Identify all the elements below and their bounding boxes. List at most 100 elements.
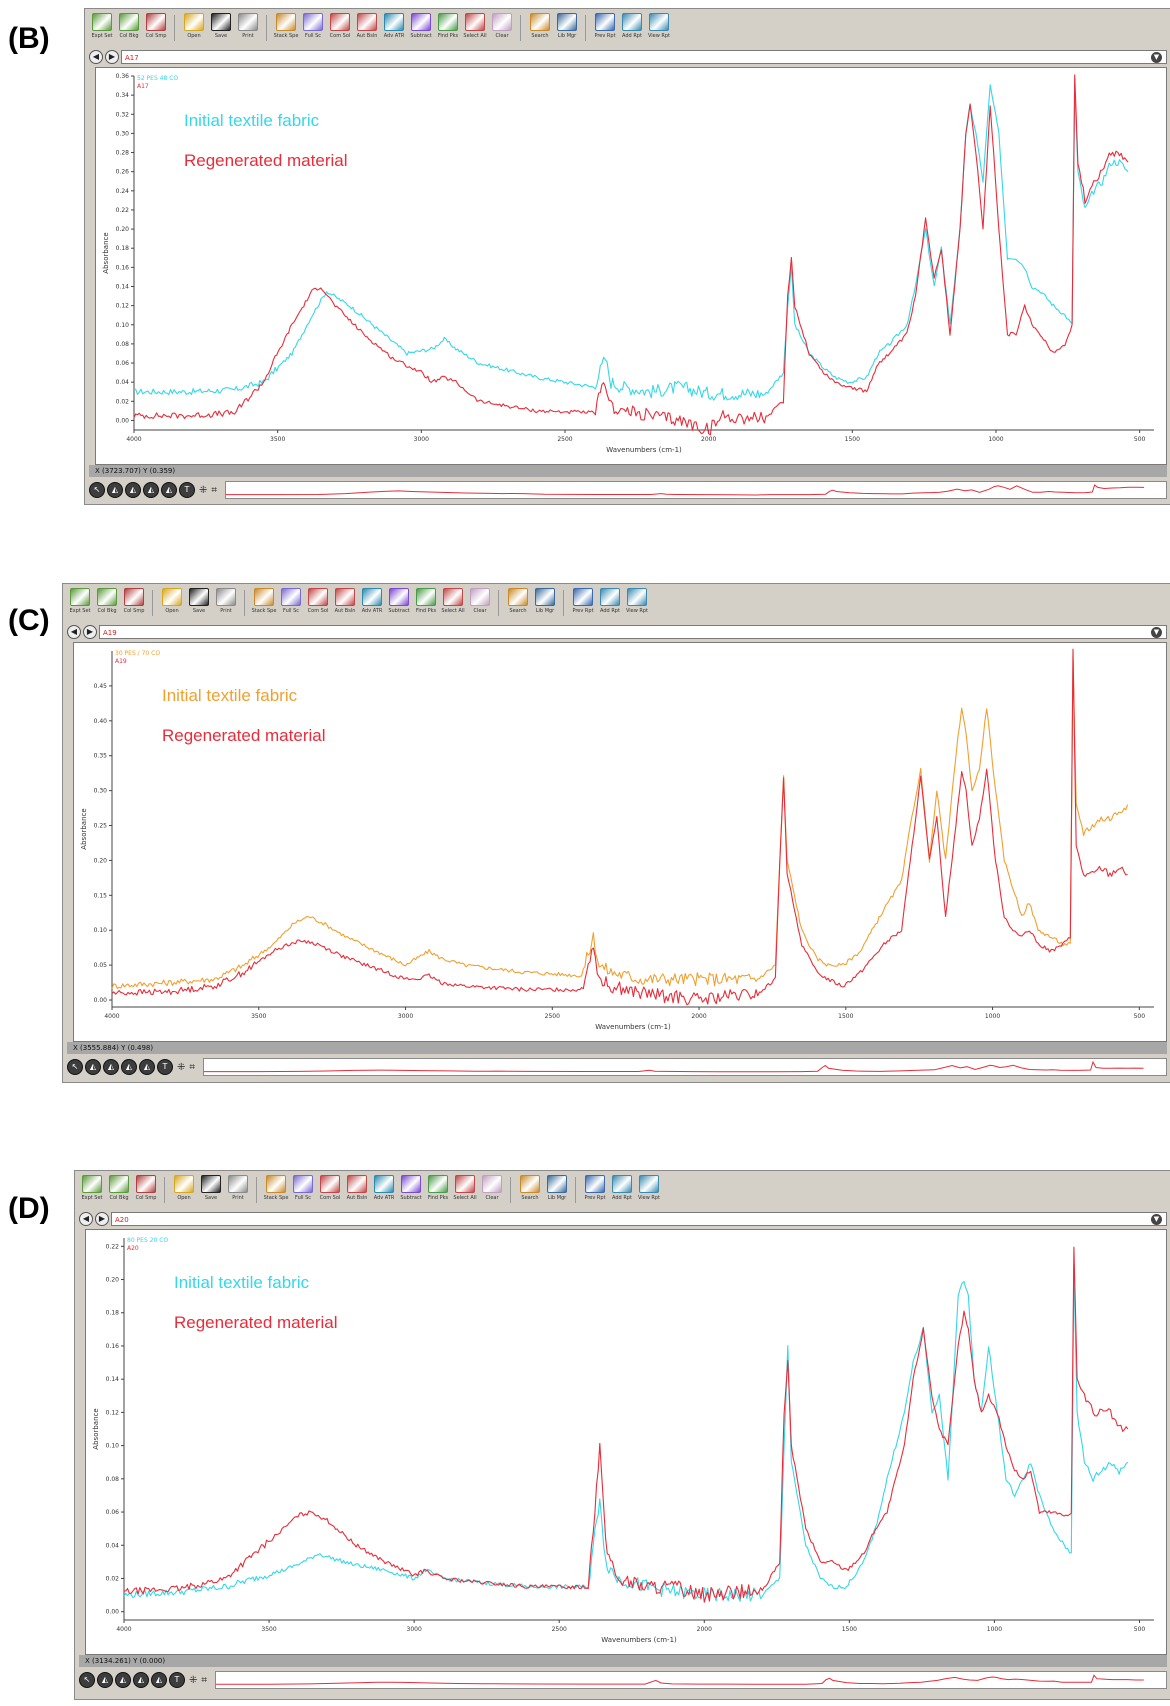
toolbar-button-save[interactable]: Save bbox=[186, 586, 212, 620]
toolbar-button-common-scale[interactable]: Com Sol bbox=[327, 11, 353, 45]
text-icon[interactable]: T bbox=[179, 482, 195, 498]
spectrum-plot-area[interactable]: 0.45 0.40 0.35 0.30 0.25 0.20 0.15 0.10 0.05 0.00… bbox=[73, 642, 1167, 1042]
toolbar-button-select-all[interactable]: Select All bbox=[462, 11, 488, 45]
series-line-regenerated-material[interactable] bbox=[123, 1246, 1129, 1603]
peak-area-icon[interactable]: ◭ bbox=[143, 482, 159, 498]
spectrum-select[interactable]: A19 ▼ bbox=[99, 625, 1167, 639]
region-icon[interactable]: ◭ bbox=[85, 1059, 101, 1075]
toolbar-button-clear[interactable]: Clear bbox=[467, 586, 493, 620]
previous-spectrum-button[interactable]: ◀ bbox=[67, 625, 81, 639]
dropdown-arrow-icon[interactable]: ▼ bbox=[1151, 52, 1162, 63]
spectrum-overview-strip[interactable] bbox=[215, 1671, 1167, 1689]
toolbar-button-view-report[interactable]: View Rpt bbox=[624, 586, 650, 620]
pointer-icon[interactable]: ↖ bbox=[89, 482, 105, 498]
spectrum-chart[interactable]: 0.22 0.20 0.18 0.16 0.14 0.12 0.10 0.08 0.06 0.04… bbox=[86, 1230, 1166, 1654]
spectrum-overview-strip[interactable] bbox=[203, 1058, 1167, 1076]
toolbar-button-save[interactable]: Save bbox=[198, 1173, 224, 1207]
next-spectrum-button[interactable]: ▶ bbox=[83, 625, 97, 639]
zoom-tool-icon[interactable]: ⁜ bbox=[177, 1061, 186, 1073]
series-line-initial-textile-fabric[interactable] bbox=[133, 84, 1129, 401]
toolbar-button-collect-sample[interactable]: Col Smp bbox=[143, 11, 169, 45]
toolbar-button-search[interactable]: Search bbox=[527, 11, 553, 45]
toolbar-button-clear[interactable]: Clear bbox=[489, 11, 515, 45]
toolbar-button-print[interactable]: Print bbox=[213, 586, 239, 620]
toolbar-button-auto-baseline[interactable]: Aut Bsln bbox=[354, 11, 380, 45]
text-icon[interactable]: T bbox=[169, 1672, 185, 1688]
toolbar-button-add-report[interactable]: Add Rpt bbox=[597, 586, 623, 620]
toolbar-button-atr[interactable]: Adv ATR bbox=[371, 1173, 397, 1207]
toolbar-button-subtract[interactable]: Subtract bbox=[398, 1173, 424, 1207]
toolbar-button-stack-spectra[interactable]: Stack Spe bbox=[251, 586, 277, 620]
toolbar-button-full-scale[interactable]: Full Sc bbox=[278, 586, 304, 620]
toolbar-button-print[interactable]: Print bbox=[235, 11, 261, 45]
toolbar-button-search[interactable]: Search bbox=[505, 586, 531, 620]
toolbar-button-collect-background[interactable]: Col Bkg bbox=[94, 586, 120, 620]
pointer-icon[interactable]: ↖ bbox=[79, 1672, 95, 1688]
next-spectrum-button[interactable]: ▶ bbox=[105, 50, 119, 64]
toolbar-button-print[interactable]: Print bbox=[225, 1173, 251, 1207]
previous-spectrum-button[interactable]: ◀ bbox=[89, 50, 103, 64]
toolbar-button-library-manager[interactable]: Lib Mgr bbox=[544, 1173, 570, 1207]
spectrum-plot-area[interactable]: 0.36 0.34 0.32 0.30 0.28 0.26 0.24 0.22 0.20 0.18… bbox=[95, 67, 1167, 465]
pointer-icon[interactable]: ↖ bbox=[67, 1059, 83, 1075]
previous-spectrum-button[interactable]: ◀ bbox=[79, 1212, 93, 1226]
toolbar-button-collect-background[interactable]: Col Bkg bbox=[106, 1173, 132, 1207]
toolbar-button-search[interactable]: Search bbox=[517, 1173, 543, 1207]
toolbar-button-auto-baseline[interactable]: Aut Bsln bbox=[344, 1173, 370, 1207]
peak-height-icon[interactable]: ◭ bbox=[115, 1672, 131, 1688]
fullscale-tool-icon[interactable]: ⌗ bbox=[189, 1061, 196, 1073]
toolbar-button-stack-spectra[interactable]: Stack Spe bbox=[263, 1173, 289, 1207]
fullscale-tool-icon[interactable]: ⌗ bbox=[201, 1674, 208, 1686]
fullscale-tool-icon[interactable]: ⌗ bbox=[211, 484, 218, 496]
toolbar-button-select-all[interactable]: Select All bbox=[452, 1173, 478, 1207]
zoom-tool-icon[interactable]: ⁜ bbox=[199, 484, 208, 496]
toolbar-button-auto-baseline[interactable]: Aut Bsln bbox=[332, 586, 358, 620]
toolbar-button-collect-sample[interactable]: Col Smp bbox=[133, 1173, 159, 1207]
toolbar-button-experiment-setup[interactable]: Expt Set bbox=[67, 586, 93, 620]
toolbar-button-select-all[interactable]: Select All bbox=[440, 586, 466, 620]
toolbar-button-stack-spectra[interactable]: Stack Spe bbox=[273, 11, 299, 45]
toolbar-button-atr[interactable]: Adv ATR bbox=[359, 586, 385, 620]
series-line-regenerated-material[interactable] bbox=[111, 648, 1128, 1006]
toolbar-button-add-report[interactable]: Add Rpt bbox=[619, 11, 645, 45]
toolbar-button-open[interactable]: Open bbox=[171, 1173, 197, 1207]
toolbar-button-preview-report[interactable]: Prev Rpt bbox=[582, 1173, 608, 1207]
toolbar-button-subtract[interactable]: Subtract bbox=[386, 586, 412, 620]
toolbar-button-open[interactable]: Open bbox=[181, 11, 207, 45]
toolbar-button-save[interactable]: Save bbox=[208, 11, 234, 45]
toolbar-button-common-scale[interactable]: Com Sol bbox=[317, 1173, 343, 1207]
toolbar-button-library-manager[interactable]: Lib Mgr bbox=[532, 586, 558, 620]
label-icon[interactable]: ◭ bbox=[151, 1672, 167, 1688]
toolbar-button-find-peaks[interactable]: Find Pks bbox=[425, 1173, 451, 1207]
series-line-initial-textile-fabric[interactable] bbox=[123, 1263, 1129, 1602]
spectrum-chart[interactable]: 0.45 0.40 0.35 0.30 0.25 0.20 0.15 0.10 0.05 0.00… bbox=[74, 643, 1166, 1041]
toolbar-button-collect-background[interactable]: Col Bkg bbox=[116, 11, 142, 45]
toolbar-button-library-manager[interactable]: Lib Mgr bbox=[554, 11, 580, 45]
toolbar-button-find-peaks[interactable]: Find Pks bbox=[435, 11, 461, 45]
toolbar-button-full-scale[interactable]: Full Sc bbox=[290, 1173, 316, 1207]
peak-area-icon[interactable]: ◭ bbox=[133, 1672, 149, 1688]
toolbar-button-subtract[interactable]: Subtract bbox=[408, 11, 434, 45]
region-icon[interactable]: ◭ bbox=[97, 1672, 113, 1688]
toolbar-button-full-scale[interactable]: Full Sc bbox=[300, 11, 326, 45]
peak-height-icon[interactable]: ◭ bbox=[125, 482, 141, 498]
toolbar-button-preview-report[interactable]: Prev Rpt bbox=[592, 11, 618, 45]
toolbar-button-view-report[interactable]: View Rpt bbox=[646, 11, 672, 45]
toolbar-button-experiment-setup[interactable]: Expt Set bbox=[89, 11, 115, 45]
spectrum-plot-area[interactable]: 0.22 0.20 0.18 0.16 0.14 0.12 0.10 0.08 0.06 0.04… bbox=[85, 1229, 1167, 1655]
spectrum-overview-strip[interactable] bbox=[225, 481, 1167, 499]
spectrum-select[interactable]: A20 ▼ bbox=[111, 1212, 1167, 1226]
label-icon[interactable]: ◭ bbox=[161, 482, 177, 498]
zoom-tool-icon[interactable]: ⁜ bbox=[189, 1674, 198, 1686]
toolbar-button-collect-sample[interactable]: Col Smp bbox=[121, 586, 147, 620]
dropdown-arrow-icon[interactable]: ▼ bbox=[1151, 1214, 1162, 1225]
toolbar-button-open[interactable]: Open bbox=[159, 586, 185, 620]
spectrum-chart[interactable]: 0.36 0.34 0.32 0.30 0.28 0.26 0.24 0.22 0.20 0.18… bbox=[96, 68, 1166, 464]
toolbar-button-find-peaks[interactable]: Find Pks bbox=[413, 586, 439, 620]
region-icon[interactable]: ◭ bbox=[107, 482, 123, 498]
series-line-regenerated-material[interactable] bbox=[133, 74, 1129, 436]
toolbar-button-experiment-setup[interactable]: Expt Set bbox=[79, 1173, 105, 1207]
toolbar-button-atr[interactable]: Adv ATR bbox=[381, 11, 407, 45]
toolbar-button-view-report[interactable]: View Rpt bbox=[636, 1173, 662, 1207]
peak-height-icon[interactable]: ◭ bbox=[103, 1059, 119, 1075]
